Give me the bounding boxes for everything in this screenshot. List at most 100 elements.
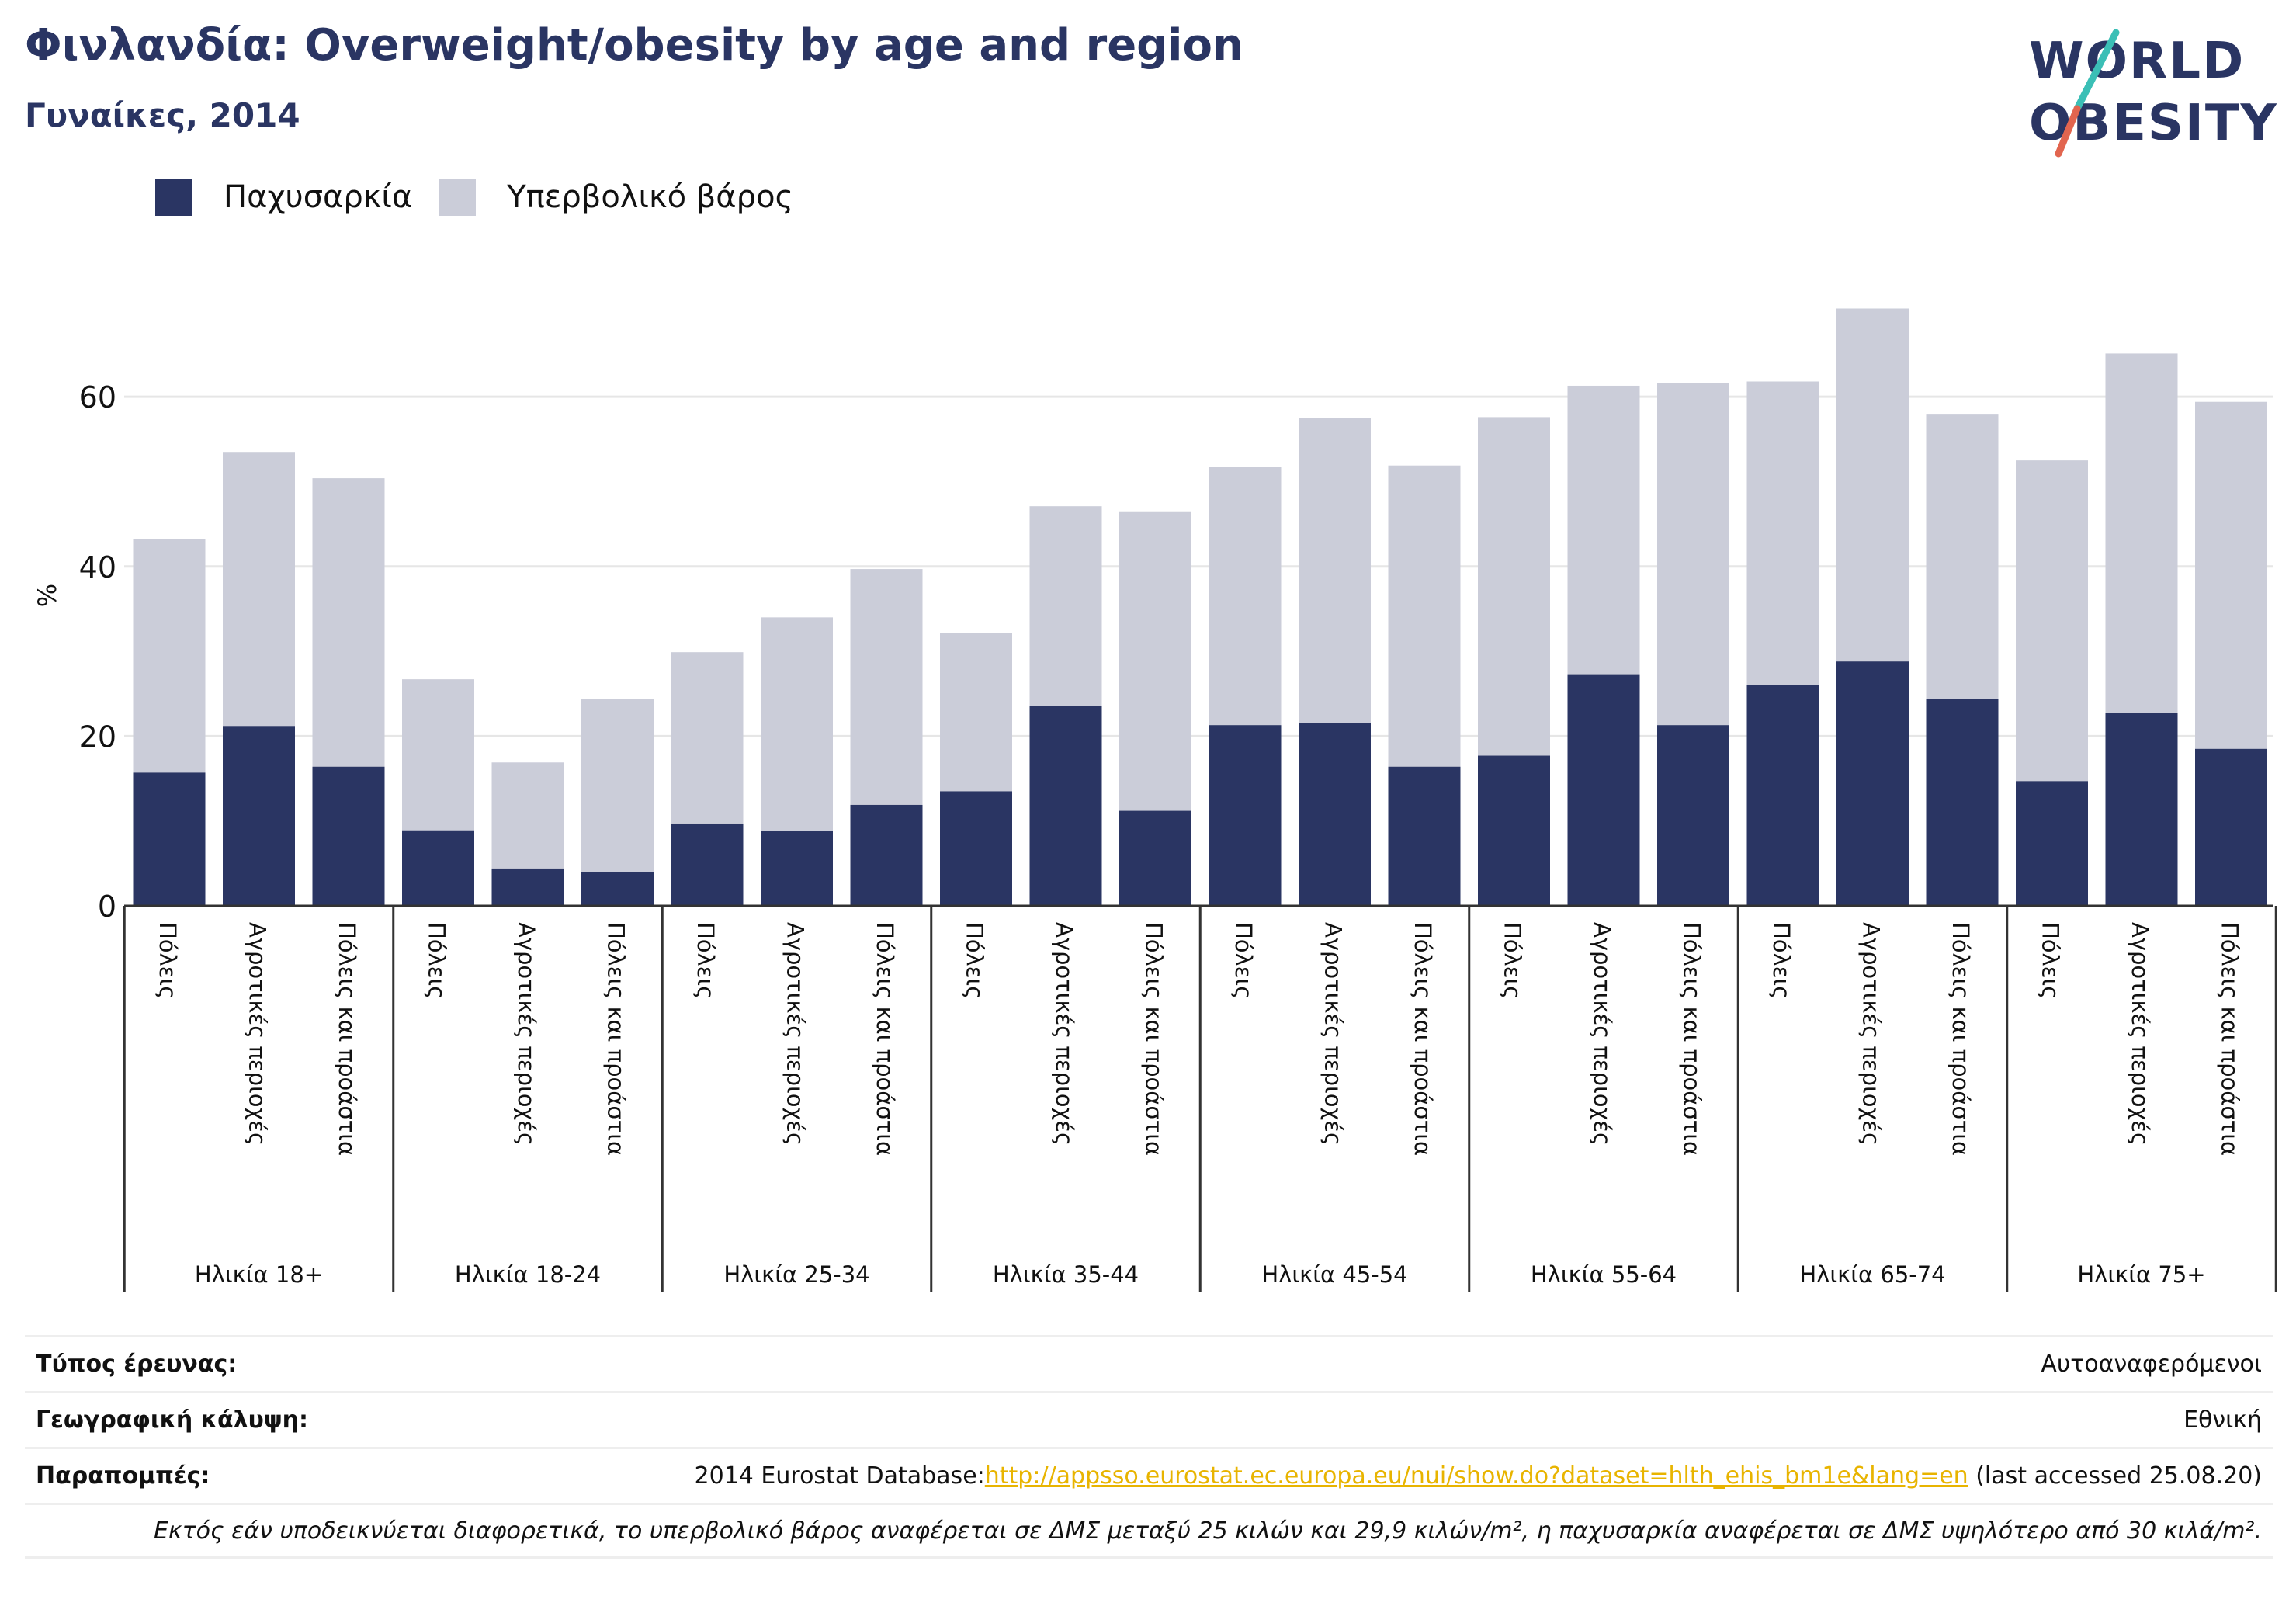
group-label: Ηλικία 25-34 (723, 1261, 869, 1288)
bar-obesity (850, 804, 923, 906)
x-tick-label: Πόλεις και προάστια (1947, 922, 1974, 1156)
x-tick-label: Αγροτικές περιοχές (2127, 922, 2153, 1146)
legend-label-overweight: Υπερβολικό βάρος (507, 179, 794, 215)
bar-overweight (671, 652, 744, 824)
x-tick-label: Αγροτικές περιοχές (1589, 922, 1615, 1146)
x-tick-label: Πόλεις (2038, 922, 2064, 999)
y-tick-label: 40 (79, 550, 116, 584)
bar-overweight (2195, 401, 2267, 749)
bar-obesity (1029, 706, 1102, 906)
bar-obesity (1299, 723, 1371, 906)
references-label: Παραπομπές: (36, 1462, 210, 1490)
x-tick-label: Πόλεις (1230, 922, 1257, 999)
legend-label-obesity: Παχυσαρκία (224, 179, 413, 215)
group-label: Ηλικία 18+ (195, 1261, 323, 1288)
bar-overweight (223, 452, 295, 727)
x-tick-label: Πόλεις (692, 922, 719, 999)
bar-overweight (133, 539, 206, 773)
bar-overweight (1836, 308, 1909, 662)
x-tick-label: Αγροτικές περιοχές (1320, 922, 1347, 1146)
y-tick-label: 60 (79, 380, 116, 414)
bar-obesity (1478, 755, 1550, 906)
meta-row-footnote: Εκτός εάν υποδεικνύεται διαφορετικά, το … (25, 1503, 2273, 1559)
group-label: Ηλικία 35-44 (993, 1261, 1139, 1288)
bar-overweight (850, 569, 923, 805)
group-label: Ηλικία 18-24 (455, 1261, 601, 1288)
x-tick-label: Πόλεις (1768, 922, 1795, 999)
bar-overweight (2105, 353, 2178, 713)
bar-obesity (2195, 748, 2267, 906)
bar-obesity (1657, 725, 1729, 906)
stacked-bar-chart: 0 20 40 60% Πόλεις Αγροτικές περιοχές Πόλεις κ… (33, 308, 2277, 1292)
x-tick-label: Πόλεις (154, 922, 181, 999)
footnote-text: Εκτός εάν υποδεικνύεται διαφορετικά, το … (153, 1517, 2262, 1545)
x-tick-label: Πόλεις (1500, 922, 1526, 999)
bar-overweight (491, 762, 564, 869)
bar-obesity (491, 868, 564, 906)
x-tick-label: Πόλεις (424, 922, 450, 999)
references-link[interactable]: http://appsso.eurostat.ec.europa.eu/nui/… (984, 1462, 1968, 1490)
coverage-label: Γεωγραφική κάλυψη: (36, 1406, 309, 1434)
bar-overweight (1209, 467, 1282, 726)
legend-item-overweight[interactable]: Υπερβολικό βάρος (439, 179, 793, 216)
bar-obesity (671, 823, 744, 906)
x-tick-label: Αγροτικές περιοχές (782, 922, 809, 1146)
group-label: Ηλικία 45-54 (1261, 1261, 1407, 1288)
x-tick-label: Πόλεις και προάστια (1679, 922, 1705, 1156)
y-axis-label: % (33, 584, 62, 607)
bar-obesity (402, 830, 474, 906)
bar-obesity (1567, 674, 1640, 906)
bar-obesity (2105, 713, 2178, 906)
group-label: Ηλικία 55-64 (1531, 1261, 1677, 1288)
bar-overweight (1388, 465, 1461, 767)
y-tick-label: 20 (79, 720, 116, 754)
bar-obesity (223, 726, 295, 906)
bar-overweight (1029, 506, 1102, 706)
bar-obesity (1119, 810, 1191, 906)
x-tick-label: Αγροτικές περιοχές (245, 922, 271, 1146)
bar-obesity (133, 772, 206, 906)
page-subtitle: Γυναίκες, 2014 (25, 96, 300, 134)
x-tick-label: Πόλεις και προάστια (603, 922, 629, 1156)
bar-overweight (1567, 385, 1640, 675)
y-tick-label: 0 (98, 890, 116, 924)
x-tick-label: Πόλεις και προάστια (1410, 922, 1436, 1156)
survey-type-value: Αυτοαναφερόμενοι (2041, 1351, 2262, 1378)
group-label: Ηλικία 75+ (2077, 1261, 2205, 1288)
x-tick-label: Πόλεις και προάστια (1141, 922, 1167, 1156)
bar-overweight (1746, 381, 1819, 685)
bar-overweight (312, 478, 385, 767)
bar-overweight (581, 699, 654, 872)
bar-overweight (1478, 417, 1550, 756)
svg-text:WORLD: WORLD (2029, 33, 2245, 90)
legend-item-obesity[interactable]: Παχυσαρκία (155, 179, 412, 216)
bar-obesity (1388, 766, 1461, 906)
meta-row-references: Παραπομπές: 2014 Eurostat Database:http:… (25, 1447, 2273, 1503)
x-tick-label: Αγροτικές περιοχές (513, 922, 539, 1146)
bar-overweight (402, 679, 474, 831)
x-tick-label: Πόλεις (962, 922, 988, 999)
legend-swatch-obesity (155, 179, 192, 216)
page-title: Φινλανδία: Overweight/obesity by age and… (25, 20, 1243, 71)
bar-overweight (1119, 511, 1191, 811)
x-tick-label: Αγροτικές περιοχές (1858, 922, 1885, 1146)
world-obesity-logo: WORLD OBESITY (2029, 29, 2277, 158)
bar-obesity (940, 791, 1012, 906)
bar-overweight (940, 633, 1012, 792)
references-value: 2014 Eurostat Database:http://appsso.eur… (695, 1462, 2262, 1490)
bar-obesity (1926, 699, 1999, 906)
coverage-value: Εθνική (2183, 1406, 2262, 1434)
x-tick-label: Πόλεις και προάστια (872, 922, 898, 1156)
bar-obesity (581, 872, 654, 906)
meta-row-coverage: Γεωγραφική κάλυψη: Εθνική (25, 1391, 2273, 1447)
bar-obesity (312, 766, 385, 906)
legend: Παχυσαρκία Υπερβολικό βάρος (155, 179, 820, 216)
legend-swatch-overweight (439, 179, 477, 216)
references-suffix: (last accessed 25.08.20) (1968, 1462, 2262, 1490)
survey-type-label: Τύπος έρευνας: (36, 1351, 238, 1378)
x-tick-label: Πόλεις και προάστια (2217, 922, 2243, 1156)
bar-obesity (1209, 725, 1282, 906)
bar-overweight (1299, 418, 1371, 723)
bar-overweight (1657, 383, 1729, 726)
bar-obesity (761, 831, 833, 906)
